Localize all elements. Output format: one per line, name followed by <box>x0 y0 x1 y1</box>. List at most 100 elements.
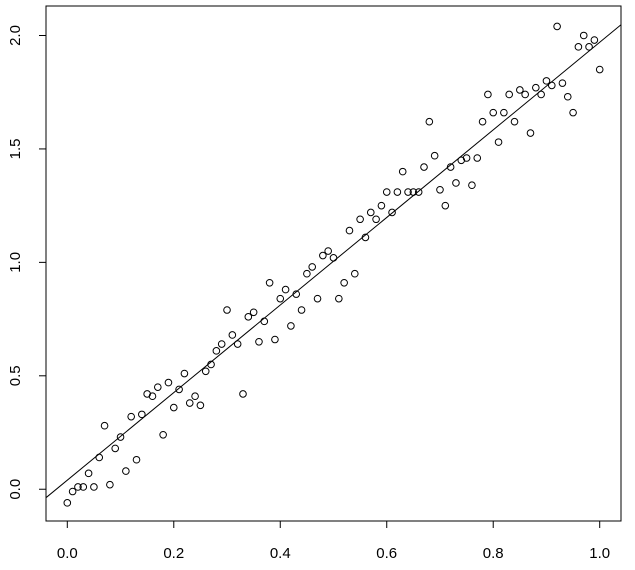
point <box>377 201 386 210</box>
point <box>255 337 263 346</box>
fit-line <box>46 24 621 499</box>
point <box>569 108 577 117</box>
point <box>201 367 210 376</box>
point <box>100 421 109 430</box>
point <box>260 317 269 326</box>
point <box>308 263 317 271</box>
y-tick-label: 1.5 <box>7 138 24 159</box>
point <box>574 43 583 51</box>
point <box>335 294 343 303</box>
point <box>164 378 173 387</box>
point <box>106 480 114 489</box>
point <box>590 36 599 44</box>
point <box>329 254 338 262</box>
point <box>63 499 72 507</box>
point <box>287 322 295 330</box>
point <box>505 90 513 99</box>
y-tick-label: 1.0 <box>7 252 24 273</box>
point <box>175 385 183 394</box>
point <box>404 188 412 196</box>
point <box>185 399 194 407</box>
x-tick-label: 0.6 <box>376 545 397 562</box>
point <box>579 31 588 40</box>
point <box>489 108 498 117</box>
point <box>585 43 593 51</box>
y-tick-label: 0.0 <box>7 479 24 500</box>
point <box>74 483 82 491</box>
point <box>494 138 503 146</box>
point <box>116 433 125 441</box>
point <box>484 90 492 99</box>
point <box>68 487 77 496</box>
point <box>462 154 471 162</box>
point <box>271 335 279 344</box>
point <box>532 83 540 92</box>
point <box>388 208 396 217</box>
point <box>595 65 604 74</box>
point <box>478 117 487 126</box>
x-tick-label: 0.0 <box>57 545 78 562</box>
point <box>297 306 306 314</box>
point <box>196 401 205 410</box>
point <box>244 313 253 321</box>
point <box>510 117 519 126</box>
point <box>122 467 130 475</box>
point <box>313 294 322 303</box>
point <box>159 430 167 439</box>
point <box>425 117 434 126</box>
point <box>212 347 221 355</box>
y-tick-label: 2.0 <box>7 25 24 46</box>
point <box>79 483 88 491</box>
point <box>239 390 247 398</box>
x-tick-label: 0.8 <box>483 545 504 562</box>
point <box>138 410 146 419</box>
point <box>217 340 226 348</box>
point <box>180 369 189 378</box>
point <box>228 331 237 339</box>
point <box>90 483 98 491</box>
point <box>542 77 551 85</box>
point <box>521 90 529 99</box>
point <box>127 412 135 421</box>
point <box>537 90 545 99</box>
point <box>324 247 332 255</box>
point <box>563 92 572 101</box>
y-tick-label: 0.5 <box>7 365 24 386</box>
point <box>132 455 141 464</box>
point <box>393 188 402 196</box>
plot-box <box>45 5 622 522</box>
point <box>558 79 567 87</box>
point <box>473 154 482 162</box>
point <box>430 151 439 160</box>
point <box>111 444 120 453</box>
point <box>452 179 460 187</box>
point <box>516 86 524 94</box>
point <box>553 22 561 31</box>
x-tick-label: 0.2 <box>163 545 184 562</box>
point <box>276 294 285 303</box>
point <box>436 185 444 194</box>
x-tick-label: 0.4 <box>270 545 291 562</box>
point <box>356 215 364 224</box>
point <box>281 285 290 294</box>
point <box>223 306 231 314</box>
point <box>441 201 450 210</box>
point <box>249 308 258 317</box>
point <box>398 167 407 176</box>
point <box>414 188 423 196</box>
x-tick-label: 1.0 <box>589 545 610 562</box>
point <box>319 251 327 260</box>
point <box>372 215 380 224</box>
point <box>191 392 199 401</box>
point <box>350 269 359 278</box>
point <box>340 278 348 287</box>
point <box>169 403 178 412</box>
point <box>500 108 508 117</box>
point <box>382 188 391 196</box>
point <box>84 469 93 478</box>
point <box>233 340 242 348</box>
point <box>148 392 157 401</box>
point <box>265 278 274 287</box>
point <box>526 129 535 137</box>
